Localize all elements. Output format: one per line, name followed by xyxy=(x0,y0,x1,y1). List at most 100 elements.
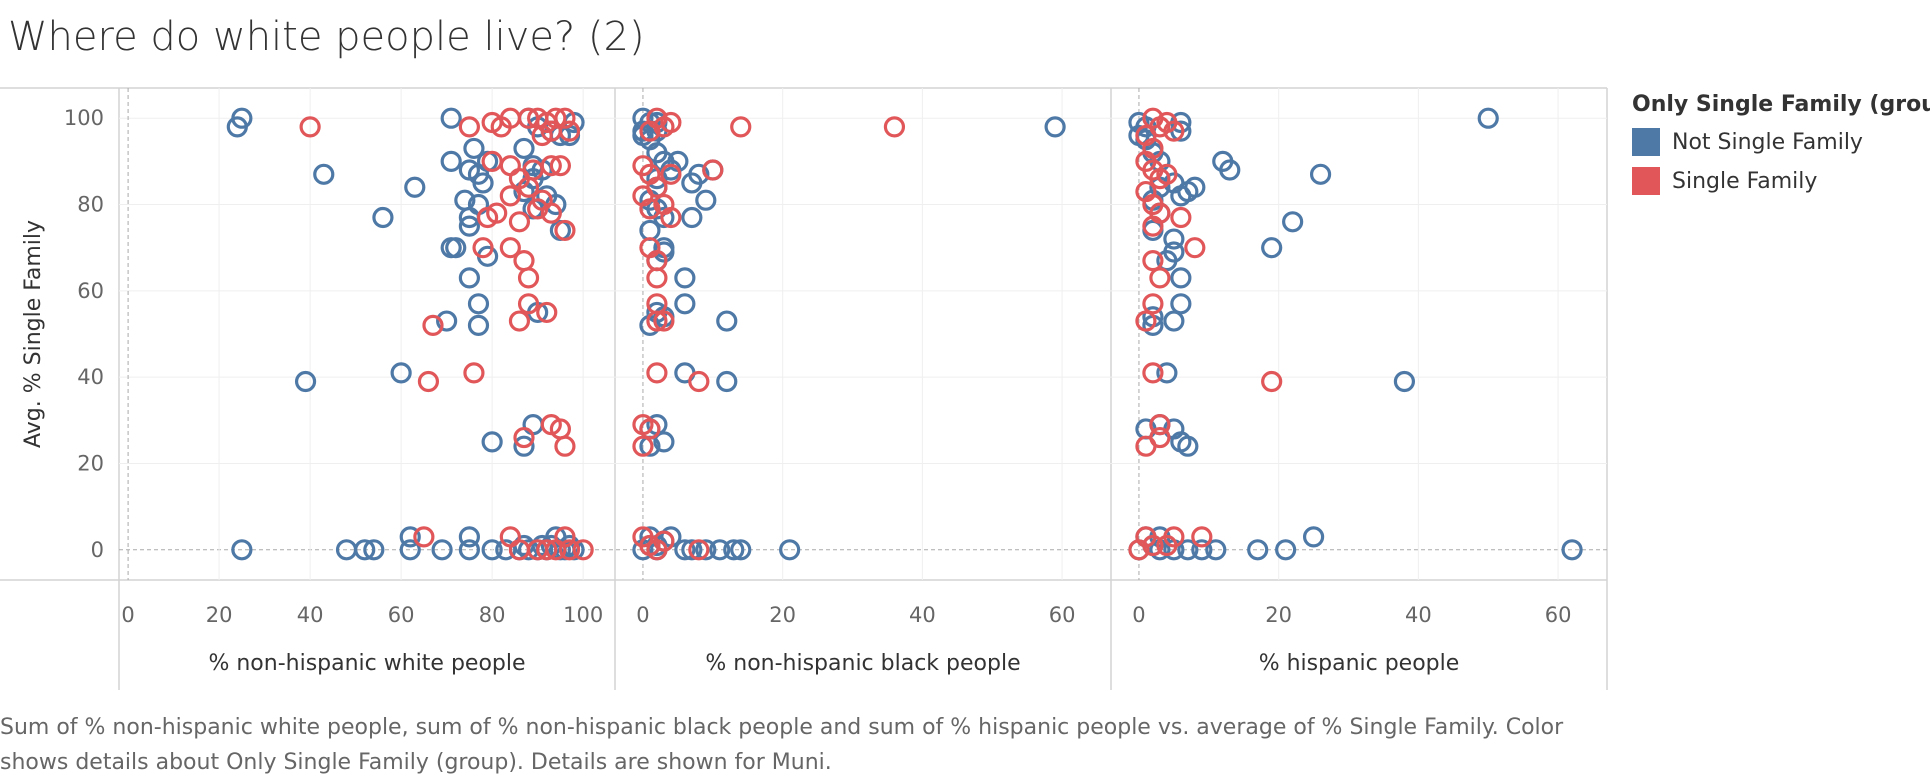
legend-item-single-family[interactable]: Single Family xyxy=(1632,167,1930,195)
data-point xyxy=(231,539,253,561)
legend-label: Single Family xyxy=(1672,168,1818,194)
data-point xyxy=(1156,362,1178,384)
x-tick-label: 40 xyxy=(909,603,936,627)
data-point xyxy=(531,124,553,147)
y-tick-label: 0 xyxy=(91,538,104,562)
data-point xyxy=(716,310,738,332)
data-point xyxy=(1561,539,1583,561)
x-tick-label: 20 xyxy=(206,603,233,627)
data-point xyxy=(1309,163,1332,185)
chart-frame xyxy=(0,87,1608,690)
data-point xyxy=(363,539,385,561)
data-point xyxy=(1142,362,1164,384)
data-point xyxy=(688,370,710,393)
data-point xyxy=(695,189,717,211)
data-point xyxy=(674,267,696,289)
data-point xyxy=(1184,237,1206,259)
data-point xyxy=(413,526,435,548)
data-point xyxy=(458,116,480,138)
data-point xyxy=(1477,107,1499,129)
data-point xyxy=(513,435,535,457)
data-point xyxy=(372,206,394,229)
data-point xyxy=(1142,534,1164,557)
data-point xyxy=(404,176,426,198)
data-point xyxy=(1163,228,1185,250)
data-point xyxy=(1170,206,1192,229)
data-point xyxy=(1142,293,1164,315)
data-point xyxy=(1156,250,1178,272)
data-point xyxy=(1163,526,1185,548)
data-point xyxy=(513,180,535,203)
x-tick-label: 60 xyxy=(388,603,415,627)
legend-swatch-single-family xyxy=(1632,167,1660,195)
data-point xyxy=(558,120,581,142)
data-point xyxy=(653,310,675,332)
data-point xyxy=(294,370,317,393)
data-point xyxy=(702,159,724,181)
data-point xyxy=(1191,539,1213,561)
x-axis-title: % non-hispanic white people xyxy=(208,651,525,676)
data-point xyxy=(646,362,668,384)
y-tick-label: 40 xyxy=(77,365,104,389)
data-point xyxy=(517,267,540,289)
data-point xyxy=(440,107,462,129)
data-point xyxy=(527,198,549,220)
legend-swatch-not-single-family xyxy=(1632,128,1660,156)
data-point xyxy=(716,370,738,393)
data-point xyxy=(499,185,521,207)
data-point xyxy=(1142,250,1164,272)
data-point xyxy=(572,539,594,561)
data-point xyxy=(653,431,675,453)
gridlines xyxy=(119,88,1607,580)
data-point xyxy=(660,163,682,185)
data-point xyxy=(1128,539,1150,561)
data-point xyxy=(422,314,444,336)
data-points xyxy=(226,107,1583,561)
x-tick-label: 80 xyxy=(479,603,506,627)
data-point xyxy=(646,310,668,332)
data-point xyxy=(472,172,494,194)
data-point xyxy=(481,431,503,453)
data-point xyxy=(481,539,503,561)
x-tick-label: 60 xyxy=(1049,603,1076,627)
data-point xyxy=(681,172,703,194)
data-point xyxy=(431,539,453,561)
data-point xyxy=(436,310,458,332)
data-point xyxy=(476,206,499,229)
data-point xyxy=(399,526,421,548)
data-point xyxy=(513,137,535,160)
data-point xyxy=(545,107,567,129)
data-point xyxy=(695,539,717,561)
data-point xyxy=(517,176,540,198)
legend-item-not-single-family[interactable]: Not Single Family xyxy=(1632,128,1930,156)
data-point xyxy=(723,539,745,561)
data-point xyxy=(1302,526,1325,548)
data-point xyxy=(458,526,480,548)
data-point xyxy=(554,526,576,548)
data-point xyxy=(536,539,558,561)
data-point xyxy=(354,539,376,561)
data-point xyxy=(513,250,535,272)
data-point xyxy=(1142,215,1164,237)
x-tick-label: 0 xyxy=(121,603,134,627)
x-axis-title: % hispanic people xyxy=(1259,651,1460,676)
x-tick-label: 0 xyxy=(1132,603,1145,627)
data-point xyxy=(730,116,752,138)
data-point xyxy=(688,539,710,561)
data-point xyxy=(540,155,562,177)
data-point xyxy=(549,155,571,177)
data-point xyxy=(1135,310,1157,332)
data-point xyxy=(299,116,321,138)
data-point xyxy=(1247,539,1269,561)
data-point xyxy=(467,293,490,315)
data-point xyxy=(709,539,731,561)
data-point xyxy=(1177,180,1199,203)
data-point xyxy=(536,301,558,324)
data-point xyxy=(1177,539,1199,561)
data-point xyxy=(1156,163,1178,185)
x-tick-label: 100 xyxy=(563,603,603,627)
data-point xyxy=(1393,370,1416,393)
data-point xyxy=(558,539,581,561)
data-point xyxy=(1149,414,1171,436)
data-point xyxy=(639,418,661,440)
